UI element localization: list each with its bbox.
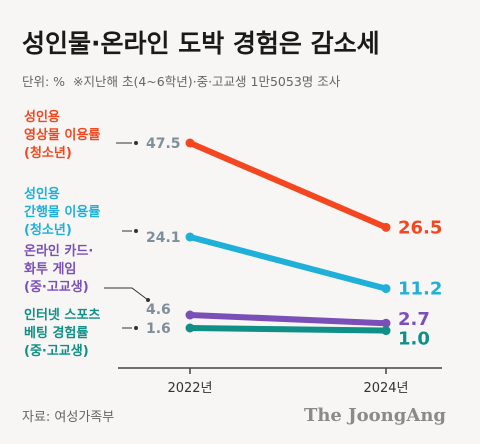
series-line [187, 312, 389, 327]
start-value-label: 4.6 [146, 302, 171, 318]
data-point [381, 284, 391, 294]
data-point [381, 326, 391, 336]
data-point [185, 310, 195, 320]
x-tick-label: 2024년 [363, 381, 408, 396]
end-value-label: 1.0 [398, 329, 430, 350]
series-label: (중·고교생) [24, 344, 89, 359]
data-point [381, 222, 391, 232]
series-line [187, 325, 389, 334]
series-label: 화투 게임 [24, 261, 76, 277]
start-value-label: 1.6 [146, 321, 171, 337]
series-label: 성인용 [24, 186, 60, 202]
leader-dot [134, 229, 138, 233]
series-label: 온라인 카드· [24, 243, 93, 259]
leader-dot [134, 141, 138, 145]
series-label: 인터넷 스포츠 [24, 307, 100, 323]
series-label: 간행물 이용률 [24, 204, 100, 220]
data-point [185, 323, 195, 333]
source-note: 자료: 여성가족부 [22, 410, 114, 425]
series-label: 성인용 [24, 109, 60, 125]
end-value-label: 26.5 [398, 217, 442, 238]
start-value-label: 47.5 [146, 136, 181, 152]
chart-title: 성인물·온라인 도박 경험은 감소세 [22, 29, 380, 58]
series-line [187, 140, 389, 231]
data-point [185, 138, 195, 148]
series-label: 영상물 이용률 [24, 127, 100, 143]
leader-line [104, 287, 149, 301]
end-value-label: 11.2 [398, 279, 442, 300]
leader-dot [134, 326, 138, 330]
x-axis-ticks: 2022년 2024년 [167, 368, 409, 396]
start-value-label: 24.1 [146, 230, 181, 246]
end-value-label: 2.7 [398, 309, 430, 330]
unit-note: 단위: % ※지난해 초(4~6학년)·중·고교생 1만5053명 조사 [22, 74, 341, 89]
data-point [381, 318, 391, 328]
series-label: 베팅 경험률 [24, 325, 88, 341]
series-3: 온라인 카드· 화투 게임 (중·고교생) 4.6 2.7 [24, 243, 430, 330]
series-label: (청소년) [24, 222, 72, 238]
data-point [185, 232, 195, 242]
series-label: (청소년) [24, 145, 72, 161]
brand-logo: The JoongAng [304, 405, 446, 426]
x-tick-label: 2022년 [167, 381, 212, 396]
series-line [187, 234, 389, 292]
series-label: (중·고교생) [24, 280, 89, 295]
leader-dot [146, 298, 150, 302]
